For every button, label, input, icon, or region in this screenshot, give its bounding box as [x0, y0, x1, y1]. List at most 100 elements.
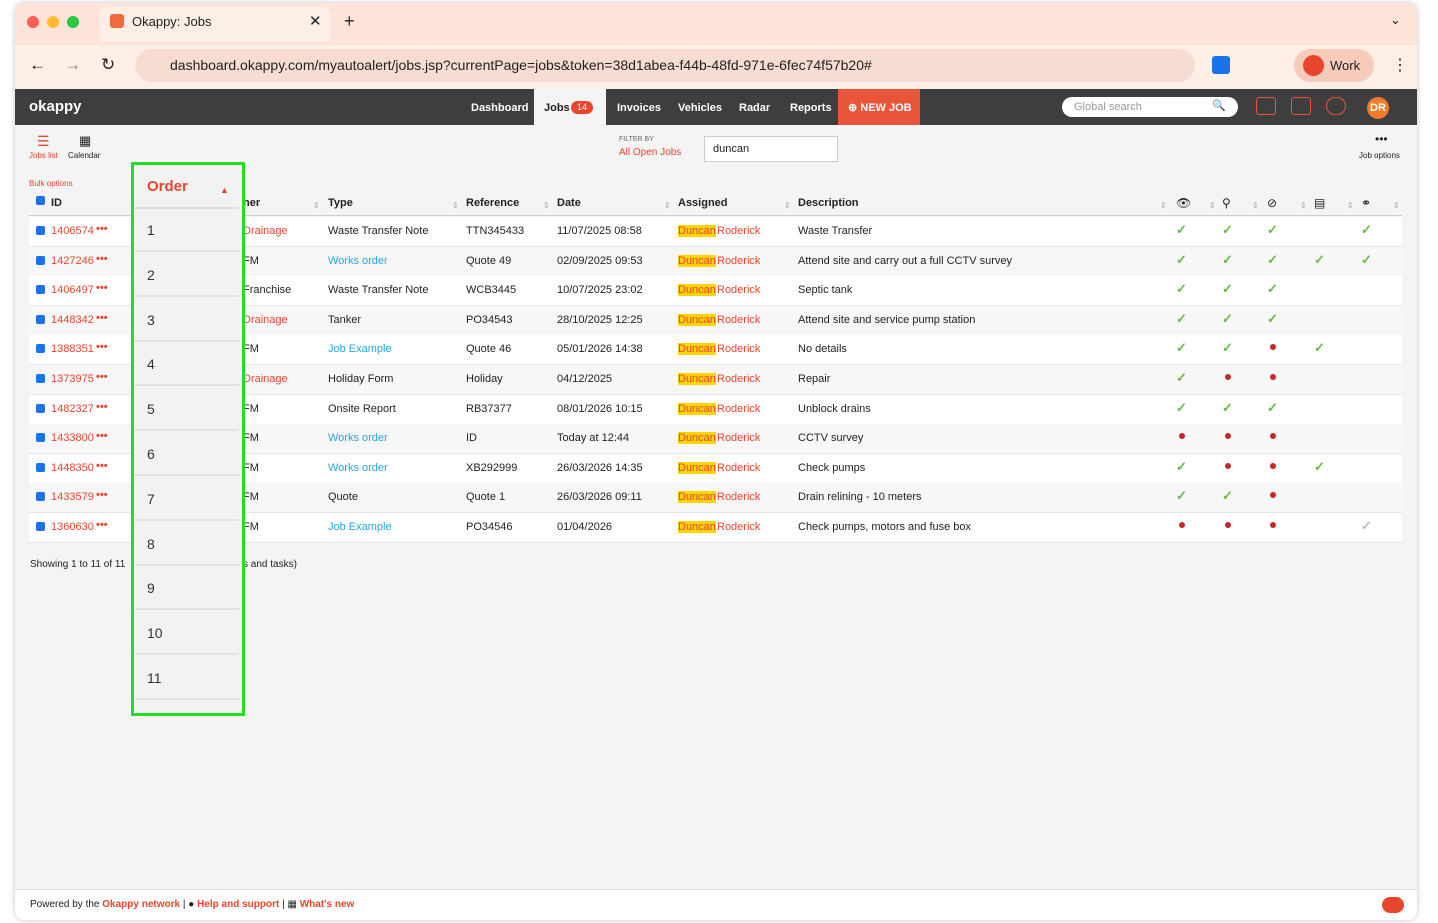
job-id[interactable]: 1427246: [51, 254, 94, 267]
forward[interactable]: →: [64, 55, 81, 74]
sort-arrows[interactable]: ⇕: [1347, 201, 1354, 210]
row-menu[interactable]: •••: [96, 341, 108, 354]
sort-arrows[interactable]: ⇕: [543, 201, 550, 210]
header-checkbox[interactable]: [36, 196, 45, 205]
sort-arrows[interactable]: ⇕: [313, 201, 320, 210]
row-menu[interactable]: •••: [96, 252, 108, 265]
new-job-button[interactable]: [838, 89, 920, 125]
sort-arrows[interactable]: ⇕: [1393, 201, 1400, 210]
job-id[interactable]: 1406574: [51, 225, 94, 237]
row-checkbox[interactable]: [36, 462, 45, 472]
row-menu[interactable]: •••: [96, 282, 108, 295]
column-header[interactable]: Reference: [466, 197, 520, 209]
nav-item[interactable]: Vehicles: [678, 102, 723, 114]
min-dot[interactable]: [47, 16, 59, 28]
nav-item[interactable]: Jobs: [544, 102, 570, 114]
row-menu[interactable]: •••: [96, 223, 108, 235]
sort-arrows[interactable]: ⇕: [1252, 201, 1259, 210]
options-icon[interactable]: •••: [1375, 132, 1388, 146]
jobs-list-icon[interactable]: ☰: [37, 133, 50, 149]
column-header[interactable]: Type: [328, 197, 353, 209]
row-checkbox[interactable]: [36, 492, 45, 502]
row-checkbox[interactable]: [36, 522, 45, 531]
global-search[interactable]: [1062, 97, 1238, 117]
sort-arrows[interactable]: ⇕: [784, 201, 791, 210]
row-checkbox[interactable]: [36, 433, 45, 443]
max-dot[interactable]: [67, 16, 79, 28]
close-dot[interactable]: [27, 16, 39, 28]
job-id[interactable]: 1448342: [51, 313, 94, 326]
job-id[interactable]: 1388351: [51, 343, 94, 356]
type[interactable]: Works order: [328, 432, 388, 445]
job-id[interactable]: 1433579: [51, 491, 94, 504]
chat-icon[interactable]: [1291, 97, 1311, 115]
jobs-list-label[interactable]: Jobs list: [29, 151, 58, 160]
logo[interactable]: okappy: [29, 98, 82, 115]
new-tab[interactable]: +: [344, 11, 355, 31]
row-menu[interactable]: •••: [96, 371, 108, 383]
order-sort[interactable]: ▲: [220, 185, 229, 195]
network-link[interactable]: Okappy network: [102, 899, 181, 910]
type[interactable]: Job Example: [328, 343, 392, 356]
browser-menu[interactable]: ⋮: [1392, 57, 1408, 74]
tab-close[interactable]: ✕: [309, 13, 322, 30]
row-checkbox[interactable]: [36, 226, 45, 235]
row-menu[interactable]: •••: [96, 430, 108, 443]
nav-item[interactable]: Reports: [790, 102, 832, 114]
nav-item[interactable]: Dashboard: [471, 102, 529, 114]
calendar-icon[interactable]: ▦: [79, 133, 92, 148]
row-checkbox[interactable]: [36, 403, 45, 413]
row-menu[interactable]: •••: [96, 311, 108, 324]
job-id[interactable]: 1448350: [51, 461, 94, 474]
sort-arrows[interactable]: ⇕: [1300, 201, 1307, 210]
filter-value[interactable]: All Open Jobs: [619, 147, 682, 158]
users-icon[interactable]: [1326, 97, 1346, 115]
row-menu[interactable]: •••: [96, 519, 108, 531]
column-header[interactable]: ID: [51, 197, 62, 209]
job-id[interactable]: 1482327: [51, 402, 94, 415]
job-id[interactable]: 1406497: [51, 284, 94, 297]
type[interactable]: Job Example: [328, 521, 392, 533]
sort-arrows[interactable]: ⇕: [1160, 201, 1167, 210]
calendar-label[interactable]: Calendar: [68, 151, 101, 160]
row-menu[interactable]: •••: [96, 489, 108, 502]
row-checkbox[interactable]: [36, 314, 45, 324]
row-checkbox[interactable]: [36, 255, 45, 265]
column-header[interactable]: ner: [243, 197, 261, 209]
back[interactable]: ←: [29, 55, 46, 74]
activity-icon[interactable]: [1256, 97, 1276, 115]
row-checkbox[interactable]: [36, 285, 45, 295]
row-checkbox[interactable]: [36, 374, 45, 383]
sort-arrows[interactable]: ⇕: [664, 201, 671, 210]
job-id[interactable]: 1373975: [51, 373, 94, 385]
chat-bubble[interactable]: [1382, 897, 1404, 913]
tab[interactable]: [100, 7, 330, 42]
column-header[interactable]: Assigned: [678, 197, 728, 209]
whats-new-link[interactable]: What's new: [299, 899, 355, 910]
reload[interactable]: ↻: [101, 55, 116, 74]
job-id[interactable]: 1433800: [51, 432, 94, 445]
job-id[interactable]: 1360630: [51, 521, 94, 533]
help-link[interactable]: Help and support: [197, 899, 280, 910]
sort-arrows[interactable]: ⇕: [1209, 201, 1216, 210]
order-header[interactable]: Order: [147, 178, 188, 195]
address-bar[interactable]: [135, 49, 1195, 82]
extension[interactable]: [1212, 56, 1230, 74]
nav-item[interactable]: Invoices: [617, 102, 662, 114]
row-checkbox[interactable]: [36, 344, 45, 354]
order-divider: [135, 608, 239, 611]
tab-menu[interactable]: ⌄: [1390, 12, 1401, 27]
nav-item[interactable]: Radar: [739, 102, 771, 114]
type[interactable]: Works order: [328, 254, 388, 267]
search-icon[interactable]: 🔍: [1212, 100, 1226, 112]
column-header[interactable]: Description: [798, 197, 859, 209]
row-menu[interactable]: •••: [96, 459, 108, 472]
row-menu[interactable]: •••: [96, 400, 108, 413]
avatar[interactable]: DR: [1367, 97, 1389, 119]
search-input[interactable]: [704, 136, 838, 162]
sort-arrows[interactable]: ⇕: [452, 201, 459, 210]
type[interactable]: Works order: [328, 461, 388, 474]
column-header[interactable]: Date: [557, 197, 581, 209]
bulk-options[interactable]: Bulk options: [29, 179, 73, 188]
job-options[interactable]: Job options: [1359, 151, 1400, 160]
